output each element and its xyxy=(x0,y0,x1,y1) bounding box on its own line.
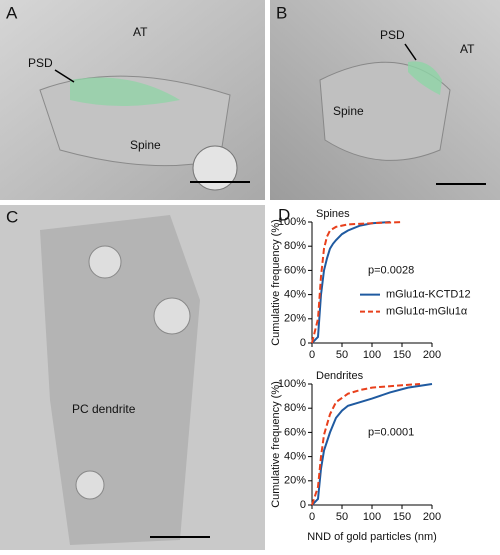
line xyxy=(311,383,421,506)
y-tick-label: 100% xyxy=(278,378,306,390)
y-tick-label: 80% xyxy=(284,402,306,414)
x-tick-label: 200 xyxy=(423,349,441,361)
y-tick-label: 60% xyxy=(284,426,306,438)
line xyxy=(311,221,391,344)
line xyxy=(311,383,433,506)
y-tick-label: 20% xyxy=(284,313,306,325)
vesicle xyxy=(153,297,191,335)
region-label: AT xyxy=(460,42,475,56)
x-axis-label: NND of gold particles (nm) xyxy=(307,531,437,543)
y-axis-label: Cumulative frequency (%) xyxy=(270,381,282,508)
y-tick-label: 60% xyxy=(284,264,306,276)
region-label: PC dendrite xyxy=(72,402,136,416)
panel-label: A xyxy=(6,3,18,22)
arrow xyxy=(54,69,75,83)
psd-overlay xyxy=(408,61,442,95)
y-tick-label: 0 xyxy=(300,499,306,511)
psd-overlay xyxy=(70,77,180,106)
x-tick-label: 150 xyxy=(393,349,411,361)
dendrite-shape xyxy=(40,215,200,545)
x-tick-label: 0 xyxy=(309,349,315,361)
y-tick-label: 0 xyxy=(300,337,306,349)
region-label: Spine xyxy=(130,138,161,152)
spine-shape xyxy=(319,61,451,161)
subtitle: Spines xyxy=(316,208,350,220)
line xyxy=(311,221,403,344)
y-tick-label: 100% xyxy=(278,216,306,228)
legend-label: mGlu1α-KCTD12 xyxy=(386,289,471,301)
region-label: PSD xyxy=(380,28,405,42)
y-tick-label: 20% xyxy=(284,475,306,487)
legend-label: mGlu1α-mGlu1α xyxy=(386,306,468,318)
panel-c: C PC dendrite xyxy=(0,205,265,550)
x-tick-label: 50 xyxy=(336,349,348,361)
x-tick-label: 150 xyxy=(393,511,411,523)
y-tick-label: 40% xyxy=(284,289,306,301)
vesicle xyxy=(192,145,238,191)
region-label: Spine xyxy=(333,104,364,118)
panel-label: C xyxy=(6,207,18,226)
vesicle xyxy=(88,245,122,279)
panel-label: D xyxy=(278,205,290,224)
x-tick-label: 200 xyxy=(423,511,441,523)
y-tick-label: 80% xyxy=(284,240,306,252)
panel-b: B PSD AT Spine xyxy=(270,0,500,200)
subtitle: Dendrites xyxy=(316,370,364,382)
region-label: AT xyxy=(133,25,148,39)
x-tick-label: 100 xyxy=(363,511,381,523)
annotation: p=0.0028 xyxy=(368,264,414,276)
x-tick-label: 100 xyxy=(363,349,381,361)
y-axis-label: Cumulative frequency (%) xyxy=(270,219,282,346)
arrow xyxy=(404,43,417,61)
x-tick-label: 0 xyxy=(309,511,315,523)
y-tick-label: 40% xyxy=(284,451,306,463)
region-label: PSD xyxy=(28,56,53,70)
annotation: p=0.0001 xyxy=(368,426,414,438)
panel-label: B xyxy=(276,3,287,22)
panel-a: A AT PSD Spine xyxy=(0,0,265,200)
vesicle xyxy=(75,470,105,500)
x-tick-label: 50 xyxy=(336,511,348,523)
